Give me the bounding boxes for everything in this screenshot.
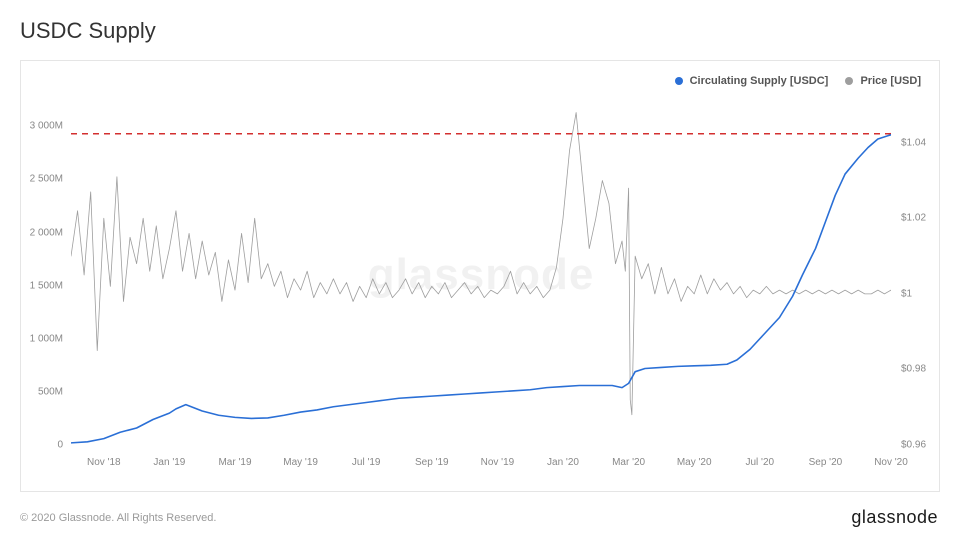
y-axis-right: $0.96$0.98$1$1.02$1.04 [895, 105, 939, 445]
y-left-tick: 500M [38, 386, 63, 397]
legend: Circulating Supply [USDC] Price [USD] [661, 75, 921, 87]
y-left-tick: 2 500M [30, 174, 63, 185]
y-right-tick: $1.02 [901, 213, 926, 224]
y-right-tick: $1.04 [901, 137, 926, 148]
chart-card: Circulating Supply [USDC] Price [USD] gl… [20, 60, 940, 492]
y-left-tick: 1 000M [30, 333, 63, 344]
x-tick: Jan '19 [153, 457, 185, 468]
legend-label-price: Price [USD] [860, 75, 921, 87]
legend-label-supply: Circulating Supply [USDC] [690, 75, 829, 87]
x-tick: Jul '19 [352, 457, 381, 468]
x-tick: Sep '19 [415, 457, 449, 468]
x-tick: Nov '20 [874, 457, 908, 468]
page-root: USDC Supply Circulating Supply [USDC] Pr… [0, 0, 960, 538]
x-tick: Jan '20 [547, 457, 579, 468]
y-left-tick: 1 500M [30, 280, 63, 291]
x-tick: Nov '18 [87, 457, 121, 468]
legend-dot-price [845, 77, 853, 85]
y-left-tick: 0 [57, 440, 63, 451]
brand-logo: glassnode [851, 507, 938, 528]
y-right-tick: $0.98 [901, 364, 926, 375]
plot-area [71, 105, 891, 445]
y-right-tick: $0.96 [901, 440, 926, 451]
x-tick: Mar '20 [612, 457, 645, 468]
x-tick: May '20 [677, 457, 712, 468]
y-right-tick: $1 [901, 288, 912, 299]
x-tick: Mar '19 [218, 457, 251, 468]
price-line [71, 113, 891, 415]
plot-svg [71, 105, 891, 445]
x-tick: Nov '19 [481, 457, 515, 468]
chart-title: USDC Supply [20, 18, 156, 44]
y-axis-left: 0500M1 000M1 500M2 000M2 500M3 000M [21, 105, 69, 445]
x-tick: Jul '20 [746, 457, 775, 468]
x-tick: May '19 [283, 457, 318, 468]
legend-dot-supply [675, 77, 683, 85]
y-left-tick: 2 000M [30, 227, 63, 238]
x-tick: Sep '20 [809, 457, 843, 468]
footer-copyright: © 2020 Glassnode. All Rights Reserved. [20, 512, 216, 524]
y-left-tick: 3 000M [30, 121, 63, 132]
x-axis: Nov '18 Jan '19 Mar '19 May '19 Jul '19 Sep '… [71, 457, 891, 477]
